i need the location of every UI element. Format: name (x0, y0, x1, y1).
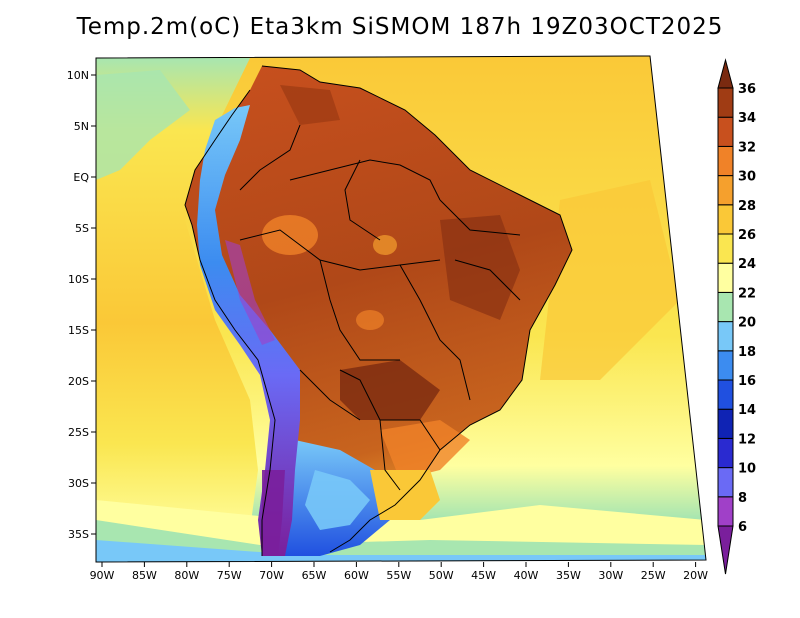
colorbar-label: 32 (738, 140, 756, 155)
colorbar-arrow-high (717, 58, 734, 89)
colorbar-swatch (717, 116, 734, 147)
colorbar-swatch (717, 408, 734, 439)
colorbar-label: 30 (738, 170, 756, 185)
lon-tick-label: 55W (386, 569, 411, 582)
lon-tick-label: 50W (429, 569, 454, 582)
colorbar-swatch (717, 262, 734, 293)
colorbar-label: 6 (738, 520, 747, 535)
colorbar-swatch (717, 496, 734, 527)
colorbar: 6 8 10 12 14 16 18 20 22 24 26 28 30 32 34 36 (717, 58, 756, 575)
colorbar-label: 16 (738, 374, 756, 389)
lat-tick-label: 10N (67, 69, 89, 82)
colorbar-label: 12 (738, 432, 756, 447)
colorbar-label: 20 (738, 316, 756, 331)
colorbar-label: 26 (738, 228, 756, 243)
lon-tick-label: 60W (344, 569, 369, 582)
lon-tick-label: 30W (598, 569, 623, 582)
colorbar-label: 8 (738, 491, 747, 506)
map-domain (96, 56, 706, 562)
colorbar-label: 18 (738, 345, 756, 360)
lon-tick-label: 25W (641, 569, 666, 582)
lon-tick-label: 70W (259, 569, 284, 582)
lon-tick-label: 75W (217, 569, 242, 582)
colorbar-label: 24 (738, 257, 756, 272)
colorbar-swatch (717, 87, 734, 118)
political-borders (184, 65, 573, 556)
lon-tick-label: 90W (90, 569, 115, 582)
colorbar-swatch (717, 437, 734, 469)
colorbar-swatch (717, 175, 734, 206)
latitude-axis: 10N 5N EQ 5S 10S 15S 20S 25S 30S 35S (67, 69, 96, 541)
lat-tick-label: 5N (74, 120, 89, 133)
colorbar-label: 36 (738, 82, 756, 97)
longitude-axis: 90W 85W 80W 75W 70W 65W 60W 55W 50W 45W 40W 35W 30W 2… (90, 562, 708, 582)
colorbar-swatch (717, 145, 734, 177)
lat-tick-label: 35S (68, 528, 89, 541)
lat-tick-label: 20S (68, 375, 89, 388)
colorbar-swatch (717, 467, 734, 498)
colorbar-arrow-low (717, 525, 734, 575)
lat-tick-label: 5S (75, 222, 89, 235)
colorbar-swatch (717, 321, 734, 352)
lon-tick-label: 85W (132, 569, 157, 582)
lon-tick-label: 40W (514, 569, 539, 582)
lon-tick-label: 35W (556, 569, 581, 582)
colorbar-label: 22 (738, 286, 756, 301)
colorbar-swatch (717, 291, 734, 323)
lon-tick-label: 65W (302, 569, 327, 582)
map-frame (95, 55, 707, 563)
colorbar-swatch (717, 233, 734, 264)
lon-tick-label: 45W (471, 569, 496, 582)
lat-tick-label: 10S (68, 273, 89, 286)
lon-tick-label: 80W (174, 569, 199, 582)
colorbar-swatch (717, 379, 734, 410)
colorbar-label: 34 (738, 111, 756, 126)
colorbar-label: 14 (738, 403, 756, 418)
map-title: Temp.2m(oC) Eta3km SiSMOM 187h 19Z03OCT2… (76, 14, 724, 40)
lat-tick-label: EQ (73, 171, 89, 184)
colorbar-swatch (717, 350, 734, 381)
colorbar-label: 28 (738, 199, 756, 214)
lat-tick-label: 25S (68, 426, 89, 439)
colorbar-label: 10 (738, 462, 756, 477)
lat-tick-label: 15S (68, 324, 89, 337)
lon-tick-label: 20W (683, 569, 708, 582)
colorbar-swatch (717, 204, 734, 235)
lat-tick-label: 30S (68, 477, 89, 490)
andes-cold-band (197, 105, 300, 556)
